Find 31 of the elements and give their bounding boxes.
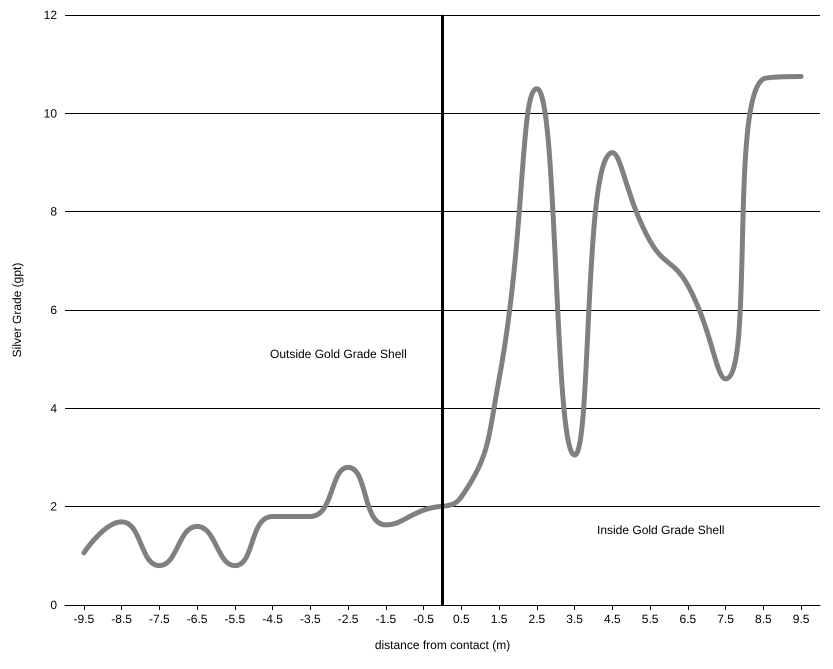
x-tick-label: -4.5 [262,612,284,626]
y-tick-label: 6 [50,303,58,317]
x-tick-label: 2.5 [528,612,546,626]
x-tick-label: 4.5 [604,612,622,626]
x-tick-label: 7.5 [717,612,734,626]
x-tick-label: 5.5 [642,612,659,626]
x-axis-title: distance from contact (m) [374,638,510,652]
x-tick-label: 9.5 [792,612,810,626]
y-tick-label: 10 [44,106,58,120]
y-tick-label: 12 [44,8,58,22]
y-axis-title: Silver Grade (gpt) [10,262,24,358]
x-tick-label: -3.5 [300,612,322,626]
x-tick-label: -0.5 [413,612,434,626]
x-tick-label: -6.5 [186,612,208,626]
x-tick-label: -1.5 [376,612,397,626]
x-tick-label: 8.5 [755,612,772,626]
y-tick-label: 0 [50,598,58,612]
x-tick-label: 1.5 [490,612,508,626]
x-tick-label: -2.5 [338,612,359,626]
x-tick-label: -7.5 [149,612,170,626]
y-tick-label: 8 [50,204,58,219]
annotation: Outside Gold Grade Shell [270,347,407,361]
y-tick-label: 4 [50,401,58,416]
annotation: Inside Gold Grade Shell [597,523,724,537]
x-tick-label: -8.5 [111,612,132,626]
x-tick-label: 0.5 [453,612,470,626]
y-tick-label: 2 [50,500,58,514]
x-tick-label: 3.5 [566,612,584,626]
x-tick-label: -5.5 [224,612,246,626]
x-tick-label: -9.5 [74,612,95,626]
x-tick-label: 6.5 [680,612,697,626]
